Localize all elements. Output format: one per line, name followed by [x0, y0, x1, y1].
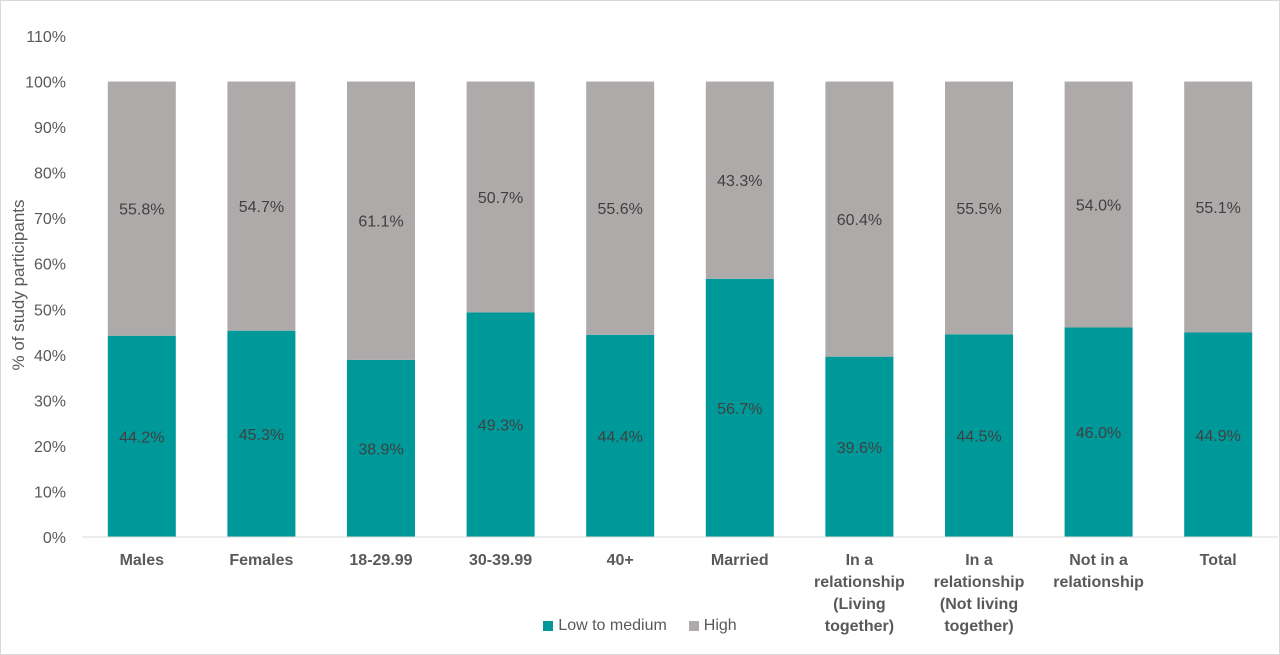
x-category-label: 30-39.99 — [469, 552, 532, 569]
data-label: 44.9% — [1196, 428, 1241, 445]
bar-low-to-medium — [1184, 332, 1253, 537]
bar-high — [1064, 81, 1133, 328]
legend-swatch-high — [688, 621, 699, 631]
legend-item-high: High — [688, 617, 737, 635]
data-label: 54.0% — [1076, 198, 1121, 215]
data-label: 44.2% — [119, 429, 164, 446]
bar-low-to-medium — [945, 334, 1013, 537]
y-tick-label: 30% — [34, 393, 66, 410]
bar-low-to-medium — [1064, 327, 1133, 537]
data-label: 55.1% — [1196, 200, 1241, 217]
data-label: 38.9% — [358, 441, 403, 458]
bars: 44.2% 55.8% 45.3% 54.7% 38.9% 61.1% 49.3% 50.7%… — [107, 81, 1253, 537]
data-label: 54.7% — [239, 199, 284, 216]
x-category-label: Total — [1200, 552, 1237, 569]
data-label: 43.3% — [717, 173, 762, 190]
bar-high — [825, 81, 894, 357]
x-category-line: Not in a — [1069, 552, 1128, 569]
x-category-label: In a relationship (Not living together) — [934, 552, 1025, 635]
y-axis-title: % of study participants — [9, 199, 28, 370]
data-label: 44.4% — [598, 429, 643, 446]
data-label: 45.3% — [239, 427, 284, 444]
y-tick-label: 20% — [34, 439, 66, 456]
x-category-line: Females — [229, 552, 293, 569]
bar-low-to-medium — [466, 312, 535, 537]
x-category-label: Not in a relationship — [1053, 552, 1144, 591]
x-category-line: In a — [846, 552, 874, 569]
y-tick-label: 40% — [34, 348, 66, 365]
x-category-line: 18-29.99 — [349, 552, 412, 569]
x-category-line: 30-39.99 — [469, 552, 532, 569]
bar-high — [1184, 81, 1253, 333]
bar-high — [107, 81, 176, 336]
x-category-line: (Not living — [940, 596, 1018, 613]
x-category-line: Males — [120, 552, 165, 569]
x-category-line: relationship — [814, 574, 905, 591]
y-tick-label: 90% — [34, 120, 66, 137]
legend-label-high: High — [703, 617, 737, 634]
bar-low-to-medium — [347, 359, 415, 537]
data-label: 60.4% — [837, 212, 882, 229]
data-label: 39.6% — [837, 440, 882, 457]
data-label: 44.5% — [956, 429, 1001, 446]
legend-label-low-to-medium: Low to medium — [558, 617, 667, 634]
y-axis-ticks: 0% 10% 20% 30% 40% 50% 60% 70% 80% 90% 100% 110% — [25, 29, 66, 547]
bar-high — [705, 81, 774, 279]
data-label: 50.7% — [478, 190, 523, 207]
bar-low-to-medium — [227, 330, 296, 537]
x-category-label: 18-29.99 — [349, 552, 412, 569]
x-category-line: (Living — [833, 596, 885, 613]
y-tick-label: 100% — [25, 75, 66, 92]
x-category-label: Females — [229, 552, 293, 569]
bar-high — [227, 81, 296, 331]
bar-high — [586, 81, 655, 335]
y-tick-label: 110% — [26, 29, 66, 46]
y-tick-label: 80% — [34, 166, 66, 183]
x-category-label: Married — [711, 552, 769, 569]
bar-low-to-medium — [705, 278, 774, 537]
data-label: 55.6% — [598, 201, 643, 218]
x-category-line: 40+ — [607, 552, 634, 569]
bar-low-to-medium — [586, 334, 655, 537]
legend-item-low-to-medium: Low to medium — [543, 617, 667, 635]
x-category-label: In a relationship (Living together) — [814, 552, 905, 635]
data-label: 56.7% — [717, 401, 762, 418]
x-category-line: In a — [965, 552, 993, 569]
data-label: 55.8% — [119, 202, 164, 219]
x-category-line: together) — [944, 618, 1013, 635]
x-axis-categories: Males Females 18-29.99 30-39.99 40+ Married In… — [120, 552, 1237, 635]
y-tick-label: 50% — [34, 302, 66, 319]
bar-high — [945, 81, 1013, 335]
y-tick-label: 70% — [34, 211, 66, 228]
y-tick-label: 10% — [34, 484, 66, 501]
bar-high — [466, 81, 535, 313]
x-category-line: relationship — [934, 574, 1025, 591]
legend-swatch-low-to-medium — [543, 621, 554, 631]
data-label: 46.0% — [1076, 425, 1121, 442]
x-category-label: Males — [120, 552, 165, 569]
x-category-line: Total — [1200, 552, 1237, 569]
bar-low-to-medium — [107, 335, 176, 537]
data-label: 49.3% — [478, 418, 523, 435]
data-label: 55.5% — [956, 201, 1001, 218]
data-label: 61.1% — [358, 214, 403, 231]
legend: Low to medium High — [0, 617, 1280, 635]
bar-low-to-medium — [825, 356, 894, 537]
y-tick-label: 60% — [34, 257, 66, 274]
x-category-line: Married — [711, 552, 769, 569]
bar-high — [347, 81, 415, 360]
x-category-label: 40+ — [607, 552, 634, 569]
x-category-line: relationship — [1053, 574, 1144, 591]
x-category-line: together) — [825, 618, 894, 635]
y-tick-label: 0% — [43, 530, 66, 547]
